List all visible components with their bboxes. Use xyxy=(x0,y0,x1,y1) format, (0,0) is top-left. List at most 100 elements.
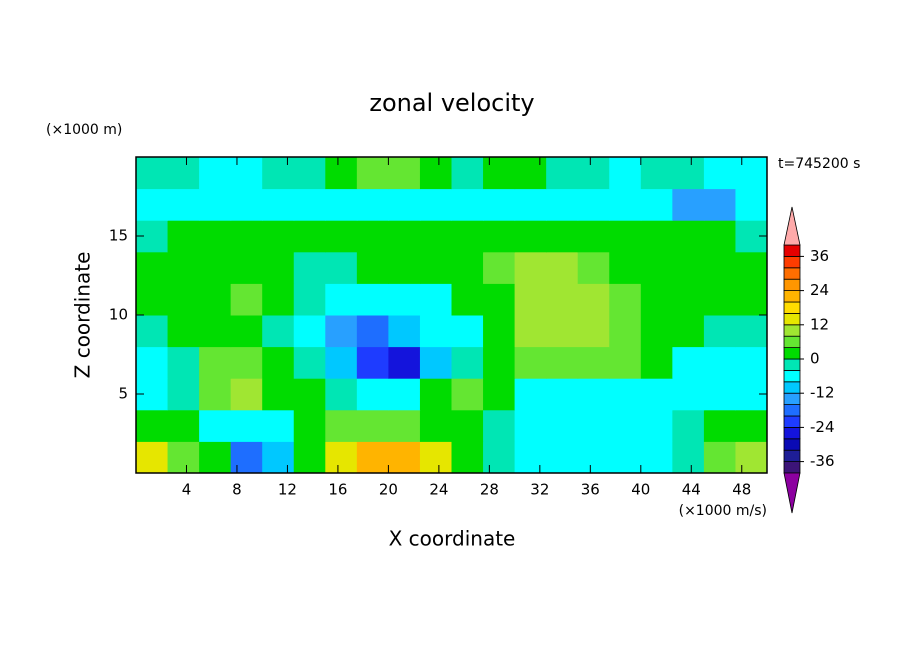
cell xyxy=(325,188,358,221)
y-unit: (×1000 m) xyxy=(46,122,122,138)
cell xyxy=(356,409,389,442)
y-tick-label: 10 xyxy=(109,306,128,324)
cell xyxy=(136,188,169,221)
cell xyxy=(167,315,200,348)
cell xyxy=(419,441,452,474)
cell xyxy=(451,378,484,411)
cell xyxy=(735,251,768,284)
colorbar-tick-label: -36 xyxy=(810,452,835,470)
cell xyxy=(577,409,610,442)
colorbar-box xyxy=(783,278,801,292)
cell xyxy=(703,346,736,379)
cell xyxy=(388,188,421,221)
cell xyxy=(735,409,768,442)
cell xyxy=(230,441,263,474)
cell xyxy=(293,441,326,474)
cell xyxy=(451,251,484,284)
cell xyxy=(199,157,232,190)
cell xyxy=(483,315,516,348)
cell xyxy=(609,283,642,316)
colorbar-box xyxy=(783,404,801,417)
colorbar-box xyxy=(783,369,801,383)
cell xyxy=(577,346,610,379)
cell xyxy=(199,188,232,221)
cell xyxy=(640,409,673,442)
cell xyxy=(546,441,579,474)
cell xyxy=(451,157,484,190)
cell xyxy=(356,346,389,379)
cell xyxy=(356,188,389,221)
cell xyxy=(451,346,484,379)
cell xyxy=(356,283,389,316)
cell xyxy=(262,283,295,316)
cell xyxy=(419,188,452,221)
cell xyxy=(167,157,200,190)
cell xyxy=(640,283,673,316)
cell xyxy=(640,188,673,221)
cell xyxy=(640,251,673,284)
cell xyxy=(483,283,516,316)
colorbar-under xyxy=(783,472,801,514)
colorbar-box xyxy=(783,312,801,326)
x-tick-label: 36 xyxy=(581,481,600,499)
cell xyxy=(640,441,673,474)
cell xyxy=(546,251,579,284)
cell xyxy=(293,346,326,379)
cell xyxy=(703,441,736,474)
cell xyxy=(483,188,516,221)
y-tick-label: 15 xyxy=(109,227,128,245)
cell xyxy=(230,409,263,442)
cell xyxy=(167,409,200,442)
cell xyxy=(356,315,389,348)
colorbar-box xyxy=(783,381,801,394)
cell xyxy=(356,220,389,253)
cell xyxy=(640,220,673,253)
x-tick-label: 24 xyxy=(429,481,448,499)
x-tick-label: 12 xyxy=(278,481,297,499)
cell xyxy=(735,346,768,379)
cell xyxy=(199,346,232,379)
cell xyxy=(672,251,705,284)
cell xyxy=(609,220,642,253)
cell xyxy=(672,188,705,221)
colorbar-tick-label: 36 xyxy=(810,247,829,265)
x-tick-label: 8 xyxy=(232,481,242,499)
cell xyxy=(293,220,326,253)
cell xyxy=(703,251,736,284)
cell xyxy=(199,409,232,442)
cell xyxy=(672,283,705,316)
colorbar-tick-label: 12 xyxy=(810,315,829,333)
cell xyxy=(262,315,295,348)
cell xyxy=(388,378,421,411)
cell xyxy=(546,220,579,253)
cell xyxy=(483,157,516,190)
cell xyxy=(672,315,705,348)
colorbar-tick-label: 0 xyxy=(810,350,820,368)
cell xyxy=(577,251,610,284)
cell xyxy=(514,346,547,379)
cell xyxy=(703,157,736,190)
cell xyxy=(262,251,295,284)
cell xyxy=(609,315,642,348)
cell xyxy=(230,251,263,284)
cell xyxy=(577,283,610,316)
cell xyxy=(167,378,200,411)
cell xyxy=(262,157,295,190)
cell xyxy=(230,188,263,221)
cell xyxy=(672,220,705,253)
cell xyxy=(735,315,768,348)
cell xyxy=(419,220,452,253)
cell xyxy=(136,251,169,284)
cell xyxy=(546,315,579,348)
x-tick-label: 28 xyxy=(480,481,499,499)
colorbar-tick-label: -12 xyxy=(810,384,835,402)
cell xyxy=(703,378,736,411)
cell xyxy=(451,220,484,253)
cell xyxy=(136,283,169,316)
cell xyxy=(199,251,232,284)
cell xyxy=(167,441,200,474)
colorbar-box xyxy=(783,255,801,269)
cell xyxy=(325,283,358,316)
cell xyxy=(577,220,610,253)
